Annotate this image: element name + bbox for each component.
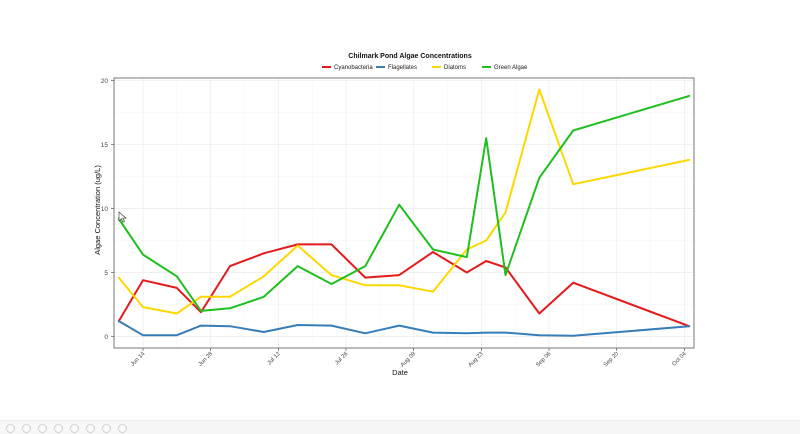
y-axis-ticks: 0 5 10 15 20: [101, 78, 114, 341]
y-axis-label: Algae Concentration (ug/L): [93, 165, 102, 255]
series-lines: [117, 88, 691, 337]
toolbar-button[interactable]: [22, 424, 31, 433]
x-tick-label: Sep 20: [603, 351, 620, 368]
legend-label: Green Algae: [494, 65, 528, 71]
y-tick-label: 5: [104, 270, 108, 277]
toolbar-button[interactable]: [6, 424, 15, 433]
legend-label: Cyanobacteria: [334, 65, 373, 71]
viewer-toolbar: [0, 420, 800, 434]
x-tick-label: Jul 26: [334, 351, 349, 366]
series-line-cyanobacteria: [117, 243, 691, 328]
legend-label: Flagellates: [388, 65, 417, 71]
x-tick-label: Jul 12: [267, 351, 282, 366]
plot-panel-border: [113, 77, 695, 349]
y-tick-label: 10: [101, 206, 109, 213]
x-tick-label: Sep 06: [535, 351, 552, 368]
x-tick-label: Jun 14: [130, 351, 147, 368]
y-tick-label: 20: [101, 78, 109, 85]
x-axis-label: Date: [392, 368, 408, 377]
x-tick-label: Jun 28: [198, 351, 215, 368]
series-line-flagellates: [117, 320, 691, 337]
y-tick-label: 0: [104, 334, 108, 341]
major-gridlines: [114, 78, 694, 348]
x-axis-ticks: Jun 14 Jun 28 Jul 12 Jul 26 Aug 09 Aug 23 Sep …: [130, 348, 688, 368]
x-tick-label: Aug 23: [468, 351, 485, 368]
toolbar-button[interactable]: [38, 424, 47, 433]
chart-legend: Cyanobacteria Flagellates Diatoms Green Alg…: [322, 65, 528, 71]
series-line-diatoms: [117, 88, 691, 315]
toolbar-button[interactable]: [102, 424, 111, 433]
series-line-green-algae: [117, 94, 691, 312]
chart-title: Chilmark Pond Algae Concentrations: [348, 53, 472, 60]
minor-gridlines: [114, 78, 694, 348]
x-tick-label: Aug 09: [400, 351, 417, 368]
toolbar-button[interactable]: [54, 424, 63, 433]
x-tick-label: Oct 04: [671, 351, 688, 368]
mouse-cursor-icon: [118, 211, 127, 223]
legend-label: Diatoms: [444, 65, 466, 71]
toolbar-button[interactable]: [86, 424, 95, 433]
toolbar-button[interactable]: [70, 424, 79, 433]
y-tick-label: 15: [101, 142, 109, 149]
toolbar-button[interactable]: [118, 424, 127, 433]
